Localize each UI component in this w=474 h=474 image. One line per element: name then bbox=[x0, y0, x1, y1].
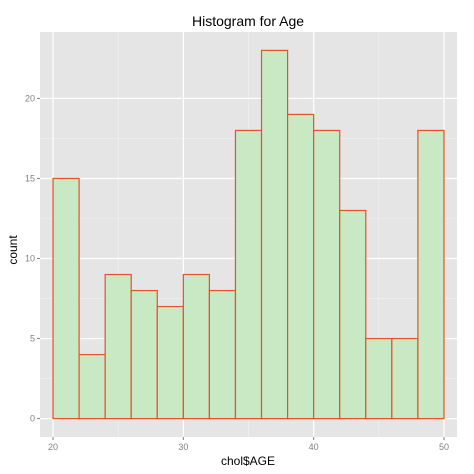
histogram-bar bbox=[391, 337, 419, 420]
histogram-bar bbox=[286, 113, 315, 420]
x-axis-title: chol$AGE bbox=[221, 454, 275, 468]
histogram-bar bbox=[365, 337, 393, 420]
x-tick-label: 30 bbox=[178, 442, 188, 452]
histogram-bar bbox=[156, 305, 184, 420]
x-axis: 20 30 40 50 bbox=[48, 437, 449, 452]
y-tick-label: 15 bbox=[25, 173, 35, 183]
x-tick-label: 40 bbox=[309, 442, 319, 452]
histogram-bars bbox=[52, 49, 445, 420]
histogram-bar bbox=[234, 129, 263, 420]
histogram-bar bbox=[182, 273, 211, 420]
chart-title: Histogram for Age bbox=[192, 13, 304, 29]
x-tick-label: 20 bbox=[48, 442, 58, 452]
histogram-bar bbox=[52, 177, 80, 420]
x-tick-label: 50 bbox=[439, 442, 449, 452]
histogram-bar bbox=[208, 289, 237, 420]
y-axis: 0 5 10 15 20 bbox=[25, 93, 40, 424]
histogram-bar bbox=[130, 289, 158, 420]
histogram-bar bbox=[313, 129, 341, 420]
histogram-bar bbox=[78, 353, 106, 420]
histogram-bar bbox=[417, 129, 445, 420]
y-tick-label: 0 bbox=[30, 414, 35, 424]
y-tick-label: 5 bbox=[30, 334, 35, 344]
histogram-bar bbox=[104, 273, 132, 420]
y-tick-label: 10 bbox=[25, 254, 35, 264]
histogram-bar bbox=[260, 49, 289, 420]
histogram-bar bbox=[339, 209, 367, 420]
y-axis-title: count bbox=[6, 235, 20, 265]
y-tick-label: 20 bbox=[25, 93, 35, 103]
